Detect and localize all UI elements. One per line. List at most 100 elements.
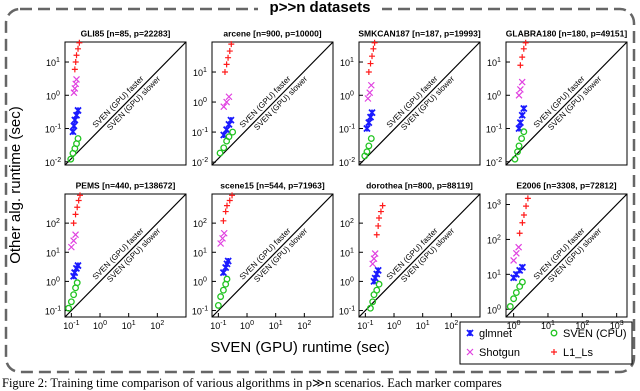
y-tick-label: 102 [46, 218, 60, 230]
diagonal [358, 193, 481, 318]
diagonal [358, 41, 481, 166]
point [512, 249, 520, 257]
y-tick-label: 10-1 [192, 305, 208, 317]
point [225, 93, 233, 101]
point [72, 231, 79, 239]
legend-label: L1_Ls [563, 347, 593, 359]
x-tick-label: 102 [297, 320, 311, 332]
point [506, 303, 514, 310]
point [67, 243, 75, 251]
y-tick-label: 101 [46, 247, 60, 259]
point [515, 91, 523, 99]
point [518, 278, 526, 286]
subplot-title: E2006 [n=3308, p=72812] [516, 180, 616, 190]
point [219, 234, 226, 242]
diagonal [64, 193, 187, 318]
point [216, 149, 224, 157]
y-tick-label: 102 [340, 218, 354, 230]
x-tick-label: 10-1 [63, 320, 79, 332]
point [365, 142, 373, 150]
caption: Figure 2: Training time comparison of va… [2, 376, 502, 390]
point [217, 240, 225, 247]
point [519, 219, 526, 226]
x-tick-label: 10-1 [357, 320, 373, 332]
y-tick-label: 101 [487, 269, 501, 281]
point [227, 116, 235, 124]
diagonal [505, 41, 628, 166]
point [70, 237, 78, 245]
point [74, 261, 82, 270]
point [223, 275, 231, 283]
point [516, 85, 524, 93]
diagonal [505, 193, 628, 318]
legend-label: glmnet [479, 328, 512, 340]
point [518, 111, 526, 119]
point [368, 109, 376, 117]
y-tick-label: 10-1 [45, 123, 61, 135]
point [517, 62, 524, 69]
point [74, 135, 82, 142]
point [518, 263, 527, 271]
legend-label: Shotgun [479, 347, 520, 359]
point [70, 291, 78, 299]
point [73, 52, 80, 59]
point [520, 45, 527, 52]
point [524, 195, 531, 202]
point [72, 59, 79, 66]
point [223, 61, 230, 68]
y-tick-label: 10-2 [486, 157, 502, 169]
point [510, 295, 518, 303]
point [365, 69, 372, 76]
y-tick-label: 100 [487, 304, 501, 316]
point [220, 103, 228, 111]
point [367, 81, 375, 89]
legend-marker [551, 349, 557, 355]
title-backdrop [258, 0, 382, 16]
point [367, 60, 374, 67]
y-tick-label: 10-1 [339, 305, 355, 317]
y-tick-label: 100 [193, 97, 207, 109]
point [67, 298, 75, 306]
point [377, 208, 384, 215]
legend-marker [466, 329, 474, 337]
diagonal [211, 41, 334, 166]
x-tick-label: 100 [387, 320, 401, 332]
subplot-title: SMKCAN187 [n=187, p=19993] [358, 28, 481, 38]
subplot-title: PEMS [n=440, p=138672] [76, 180, 176, 190]
point [373, 286, 381, 294]
figure-title: p>>n datasets [270, 0, 371, 16]
point [76, 39, 83, 46]
point [515, 243, 523, 251]
y-tick-label: 100 [46, 276, 60, 288]
point [516, 119, 525, 127]
point [225, 133, 233, 141]
y-tick-label: 10-2 [192, 157, 208, 169]
legend-box [459, 321, 633, 365]
point [220, 217, 227, 224]
point [220, 229, 228, 237]
y-tick-label: 103 [487, 199, 501, 211]
x-tick-label: 102 [575, 320, 589, 332]
subplot-title: arcene [n=900, p=10000] [223, 28, 321, 38]
point [75, 45, 82, 52]
point [364, 95, 372, 102]
point [65, 304, 73, 312]
point [520, 104, 528, 113]
y-tick-label: 101 [340, 247, 354, 259]
point [221, 69, 228, 76]
point [371, 39, 378, 46]
x-tick-label: 10-1 [210, 320, 226, 332]
point [226, 197, 233, 204]
x-tick-label: 101 [269, 320, 283, 332]
point [69, 128, 77, 136]
point [519, 54, 526, 61]
y-tick-label: 102 [193, 218, 207, 230]
point [375, 222, 382, 229]
y-tick-label: 101 [487, 57, 501, 69]
subplot-title: scene15 [n=544, p=71963] [220, 180, 325, 190]
point [369, 260, 377, 268]
point [72, 211, 79, 218]
point [379, 202, 386, 209]
y-tick-label: 10-1 [192, 127, 208, 139]
x-tick-label: 100 [93, 320, 107, 332]
